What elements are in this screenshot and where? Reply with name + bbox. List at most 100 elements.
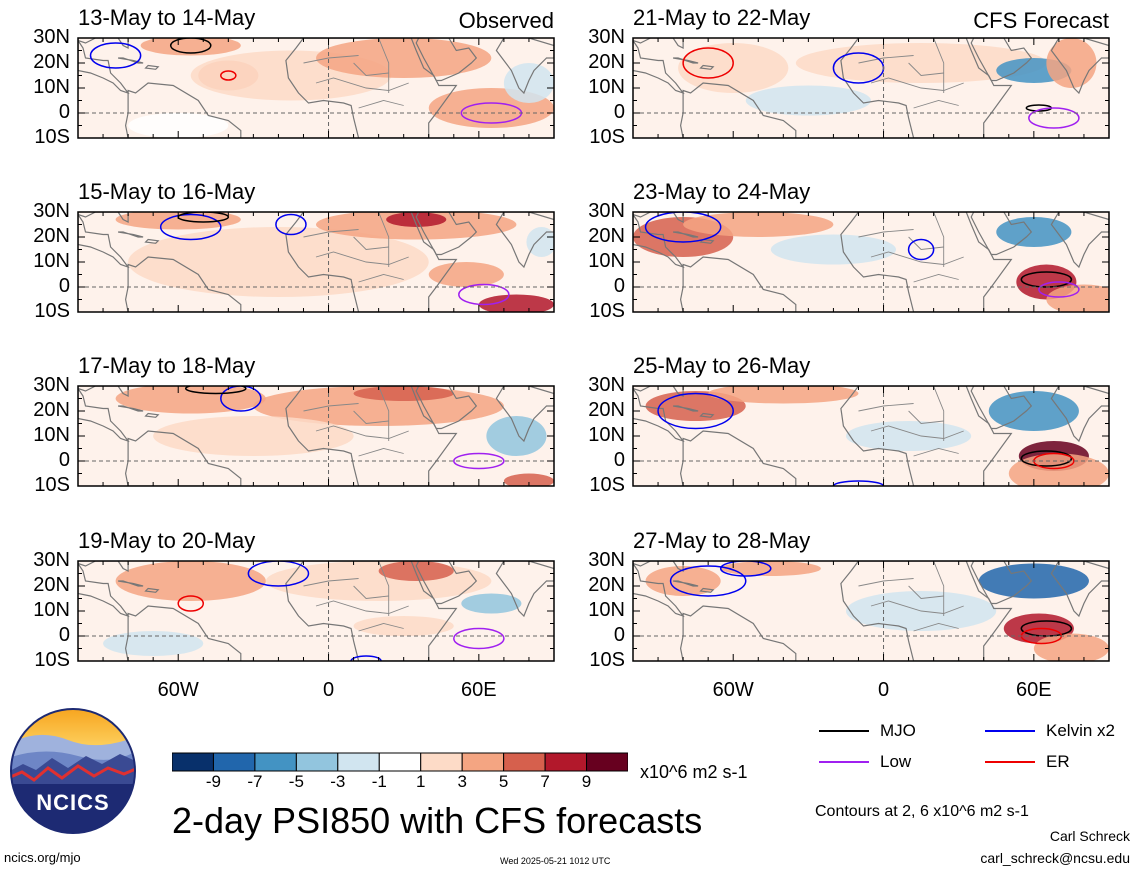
coastline <box>415 38 478 82</box>
colorbar-tick-label: -5 <box>288 772 304 791</box>
anomaly-shading <box>978 563 1089 599</box>
lat-label: 10N <box>588 599 625 621</box>
wave-contour <box>453 627 505 650</box>
country-border <box>353 410 389 424</box>
anomaly-shading <box>478 294 554 312</box>
coastline <box>124 256 242 312</box>
lat-label: 0 <box>613 449 625 471</box>
country-border <box>303 55 359 64</box>
country-border <box>913 100 959 109</box>
lat-label: 0 <box>58 275 70 297</box>
colorbar-swatch <box>378 752 422 772</box>
country-border <box>908 585 944 599</box>
lat-label: 20N <box>588 399 625 421</box>
wave-contour <box>458 283 510 306</box>
anomaly-shading <box>996 217 1072 247</box>
country-border <box>870 77 964 91</box>
coastline <box>679 605 797 661</box>
coastline <box>633 561 684 572</box>
wave-contour <box>719 561 772 577</box>
coastline <box>679 430 797 486</box>
colorbar-swatch <box>544 752 588 772</box>
map-panel-o3 <box>77 560 555 662</box>
map-panel-f1 <box>632 211 1110 313</box>
map-panel-f0 <box>632 37 1110 176</box>
lat-label: 20N <box>33 225 70 247</box>
country-border <box>378 38 390 93</box>
coastline <box>970 212 1033 256</box>
country-border <box>358 623 404 632</box>
anomaly-shading <box>128 227 429 297</box>
country-border <box>933 212 945 267</box>
wave-contour <box>159 213 222 241</box>
wave-contour <box>220 70 237 81</box>
panel-title: 19-May to 20-May <box>78 528 256 553</box>
coastline <box>633 562 685 618</box>
colorbar-tick-label: 7 <box>540 772 550 791</box>
country-border <box>933 386 945 441</box>
wave-contour <box>169 38 212 54</box>
country-border <box>315 425 409 439</box>
panel-title: 17-May to 18-May <box>78 353 256 378</box>
map-panel-o1 <box>77 211 555 313</box>
footer-email: carl_schreck@ncsu.edu <box>980 850 1130 866</box>
country-border <box>303 403 359 412</box>
anomaly-shading <box>683 212 834 237</box>
coastline <box>970 38 1033 82</box>
coastline <box>118 57 144 64</box>
lat-label: 20N <box>33 399 70 421</box>
lat-label: 20N <box>33 51 70 73</box>
anomaly-shading <box>461 593 522 614</box>
wave-contour <box>1020 450 1073 467</box>
panel-title: 27-May to 28-May <box>633 528 811 553</box>
coastline <box>994 494 1009 524</box>
country-border <box>933 561 945 616</box>
panel-tag: Observed <box>458 8 554 33</box>
panel-title: 13-May to 14-May <box>78 5 256 30</box>
country-border <box>353 585 389 599</box>
legend-lines <box>819 730 1035 763</box>
coastline <box>994 146 1009 176</box>
legend-kelvin-label: Kelvin x2 <box>1046 721 1115 740</box>
lat-label: 30N <box>588 26 625 48</box>
anomaly-shading <box>1046 284 1109 312</box>
panel-tag: CFS Forecast <box>973 8 1109 33</box>
coastline <box>673 231 699 238</box>
lat-label: 10S <box>589 126 625 148</box>
country-border <box>858 403 914 412</box>
anomaly-shading <box>353 616 454 636</box>
coastline <box>118 580 144 587</box>
lat-label: 20N <box>33 574 70 596</box>
legend-mjo-label: MJO <box>880 721 916 740</box>
colorbar-tick-label: -7 <box>247 772 263 791</box>
coastline <box>124 82 242 138</box>
coastline <box>679 256 797 312</box>
coastline <box>144 412 160 418</box>
coastline <box>633 38 684 49</box>
lat-label: 10N <box>588 424 625 446</box>
coastline <box>285 38 458 138</box>
lon-label: 60E <box>461 679 497 701</box>
coastline <box>78 387 130 443</box>
lat-label: 20N <box>588 51 625 73</box>
anomaly-shading <box>503 473 554 486</box>
anomaly-shading <box>1033 633 1109 661</box>
coastline <box>1050 38 1109 95</box>
wave-contour <box>350 655 382 661</box>
colorbar-tick-label: 1 <box>415 772 426 791</box>
panel-title: 25-May to 26-May <box>633 353 811 378</box>
wave-contour <box>220 386 262 412</box>
lat-label: 10S <box>34 300 70 322</box>
coastline <box>840 561 1013 661</box>
anomaly-shading <box>845 421 972 451</box>
anomaly-shading <box>140 38 241 56</box>
coastline <box>840 38 1013 138</box>
colorbar-swatch <box>212 752 256 772</box>
lat-label: 10N <box>588 250 625 272</box>
lat-label: 10N <box>33 424 70 446</box>
logo-text: NCICS <box>36 790 109 815</box>
coastline <box>78 39 130 95</box>
country-border <box>913 448 959 457</box>
lat-label: 10N <box>33 250 70 272</box>
country-border <box>908 410 944 424</box>
